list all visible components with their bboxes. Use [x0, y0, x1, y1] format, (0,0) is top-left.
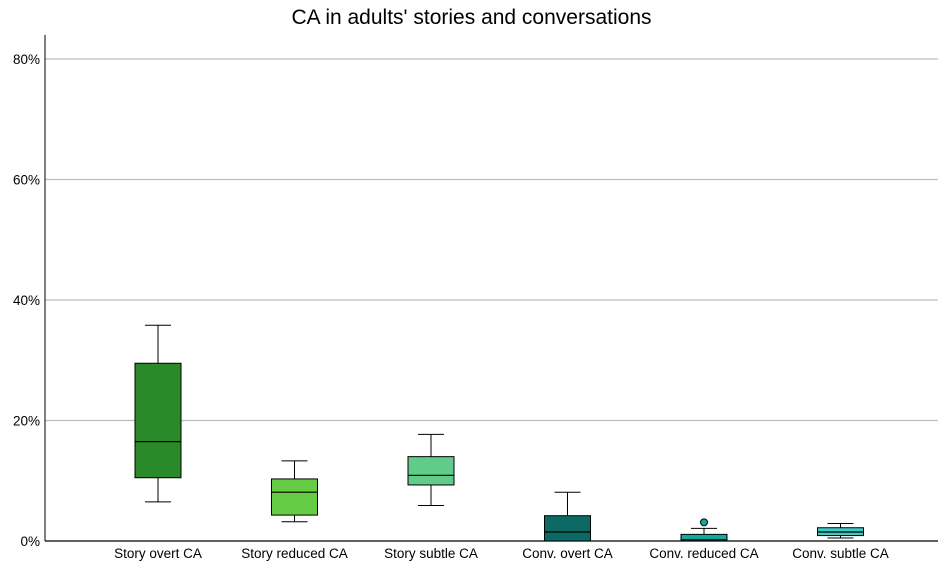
box-iqr [680, 533, 728, 542]
box-group [134, 324, 182, 503]
box-layer [134, 324, 864, 542]
x-category-label: Story overt CA [114, 546, 202, 561]
outlier-point [700, 518, 708, 527]
y-tick-label: 60% [13, 173, 40, 188]
x-category-label: Story reduced CA [241, 546, 348, 561]
y-tick-label: 80% [13, 52, 40, 67]
y-tick-label: 0% [20, 534, 40, 549]
x-category-label: Conv. reduced CA [649, 546, 758, 561]
box-iqr [544, 515, 591, 542]
box-iqr [271, 478, 318, 516]
box-group [817, 523, 864, 539]
grid-layer [45, 58, 938, 422]
y-tick-label: 20% [13, 414, 40, 429]
label-layer: 0% 20% 40% 60% 80% Story overt CA Story reduce… [13, 52, 889, 561]
chart-title: CA in adults' stories and conversations [291, 6, 652, 29]
box-group [544, 491, 591, 542]
box-group [407, 433, 455, 506]
x-category-label: Story subtle CA [384, 546, 478, 561]
box-iqr [407, 456, 455, 486]
box-iqr [134, 362, 182, 479]
box-group [680, 518, 728, 542]
axis-layer [44, 34, 938, 542]
box-group [271, 460, 318, 523]
x-category-label: Conv. subtle CA [792, 546, 889, 561]
x-category-label: Conv. overt CA [522, 546, 613, 561]
y-tick-label: 40% [13, 293, 40, 308]
